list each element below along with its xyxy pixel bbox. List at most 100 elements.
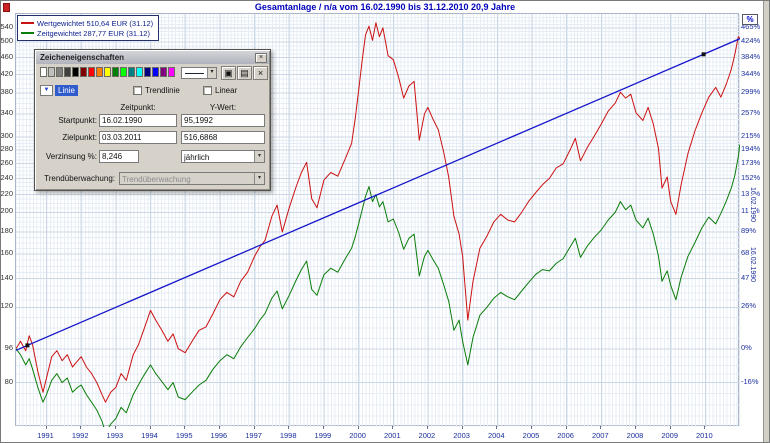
dialog-close-button[interactable]: × [255, 52, 267, 63]
end-value-input[interactable] [181, 131, 265, 144]
legend: Wertgewichtet 510,64 EUR (31.12) Zeitgewi… [17, 15, 160, 41]
color-swatch[interactable] [72, 67, 79, 77]
line-style-select[interactable]: ▾ [181, 67, 217, 79]
dialog-titlebar[interactable]: Zeicheneigenschaften × [36, 51, 269, 64]
y-axis-label-right: 215% [741, 131, 761, 141]
x-axis-year-label: 2000 [349, 431, 366, 440]
y-axis-label-right: 344% [741, 68, 761, 78]
x-axis-year-label: 1997 [245, 431, 262, 440]
dialog-title: Zeicheneigenschaften [40, 53, 125, 62]
color-swatch[interactable] [120, 67, 127, 77]
color-swatch[interactable] [152, 67, 159, 77]
right-scrollbar[interactable] [763, 1, 769, 442]
color-swatch[interactable] [104, 67, 111, 77]
line-style-sample [185, 73, 204, 74]
y-axis-label-left: 420 [0, 68, 13, 78]
x-axis-tick [669, 426, 671, 429]
y-axis-label-left: 500 [0, 36, 13, 46]
y-axis-label-left: 380 [0, 87, 13, 97]
trend-handle[interactable] [701, 52, 706, 57]
chart-canvas[interactable] [16, 14, 740, 427]
col-header-y: Y-Wert: [209, 103, 237, 112]
x-axis-tick [288, 426, 290, 429]
drawing-properties-dialog: Zeicheneigenschaften × ▾ ▣ ▤ × ▼ Linie T… [34, 49, 271, 191]
color-swatch[interactable] [136, 67, 143, 77]
chevron-down-icon[interactable]: ▾ [254, 151, 264, 162]
period-select[interactable]: jährlich ▾ [181, 150, 265, 163]
y-axis-label-right: 26% [741, 301, 757, 311]
y-axis-label-left: 80 [4, 376, 13, 386]
start-value-input[interactable] [181, 114, 265, 127]
x-axis-tick [704, 426, 706, 429]
y-axis-label-right: 152% [741, 172, 761, 182]
checkbox-icon[interactable] [133, 86, 142, 95]
y-axis-label-left: 160 [0, 247, 13, 257]
color-swatch[interactable] [144, 67, 151, 77]
trend-handle[interactable] [25, 343, 30, 348]
color-swatch[interactable] [168, 67, 175, 77]
line-type-selected[interactable]: Linie [55, 85, 78, 96]
y-axis-label-right: 68% [741, 248, 756, 257]
chevron-down-icon: ▾ [254, 173, 264, 184]
x-axis-tick [357, 426, 359, 429]
x-axis-tick [218, 426, 220, 429]
trend-line[interactable] [16, 36, 740, 351]
x-axis-year-label: 1993 [106, 431, 124, 440]
checkbox-icon[interactable] [203, 86, 212, 95]
color-swatch[interactable] [88, 67, 95, 77]
x-axis-tick [496, 426, 498, 429]
interest-label: Verzinsung %: [45, 152, 97, 161]
end-label: Zielpunkt: [62, 133, 97, 142]
color-swatch[interactable] [80, 67, 87, 77]
x-axis: 1991 1992 1993 1994 1995 1996 1997 1998 1999 2000… [15, 426, 739, 442]
x-axis-tick [184, 426, 186, 429]
trendline-checkbox-label: Trendlinie [145, 86, 180, 95]
start-date-input[interactable] [99, 114, 177, 127]
left-axis: 540 500 460 420 380 340 300 280 260 240 220 200 180 1… [1, 13, 14, 426]
chart-plot[interactable] [15, 13, 740, 427]
x-axis-tick [600, 426, 602, 429]
start-date-rotated-label: 16.02.1990 [749, 247, 756, 283]
x-axis-year-label: 1991 [37, 431, 54, 440]
x-axis-year-label: 1996 [210, 431, 228, 440]
y-axis-label-left: 280 [0, 143, 13, 153]
color-swatch[interactable] [160, 67, 167, 77]
color-swatch[interactable] [128, 67, 135, 77]
color-swatch[interactable] [96, 67, 103, 77]
chevron-down-icon[interactable]: ▾ [207, 68, 216, 78]
legend-label: Wertgewichtet 510,64 EUR (31.12) [37, 18, 154, 28]
linear-checkbox[interactable]: Linear [203, 85, 237, 96]
x-axis-year-label: 2006 [557, 431, 574, 440]
line-type-dropdown[interactable]: ▼ [40, 85, 53, 96]
series-zeitgewichtet [16, 144, 740, 427]
y-axis-label-right: 384% [741, 51, 761, 61]
color-swatch[interactable] [64, 67, 71, 77]
x-axis-year-label: 1992 [71, 431, 89, 440]
x-axis-year-label: 2003 [453, 431, 470, 440]
col-header-time: Zeitpunkt: [120, 103, 156, 112]
x-axis-year-label: 1998 [279, 431, 297, 440]
paste-style-button[interactable]: ▤ [237, 66, 252, 80]
y-axis-label-left: 96 [4, 342, 13, 352]
color-swatch[interactable] [40, 67, 47, 77]
color-swatch[interactable] [56, 67, 63, 77]
delete-drawing-button[interactable]: × [253, 66, 268, 80]
interest-input[interactable] [99, 150, 139, 163]
app-icon [3, 3, 10, 12]
legend-label: Zeitgewichtet 287,77 EUR (31.12) [37, 28, 150, 38]
y-axis-label-left: 180 [0, 225, 13, 235]
trend-monitor-select: Trendüberwachung ▾ [119, 172, 265, 185]
x-axis-year-label: 2005 [522, 431, 540, 440]
copy-style-button[interactable]: ▣ [221, 66, 236, 80]
y-axis-label-left: 200 [0, 206, 13, 216]
y-axis-label-right: 173% [741, 157, 761, 167]
color-swatch[interactable] [48, 67, 55, 77]
y-axis-label-right: 89% [741, 225, 757, 235]
end-date-input[interactable] [99, 131, 177, 144]
y-axis-label-left: 460 [0, 51, 13, 61]
trendline-checkbox[interactable]: Trendlinie [133, 85, 180, 96]
color-swatch[interactable] [112, 67, 119, 77]
x-axis-tick [149, 426, 151, 429]
y-axis-label-left: 260 [0, 157, 13, 167]
